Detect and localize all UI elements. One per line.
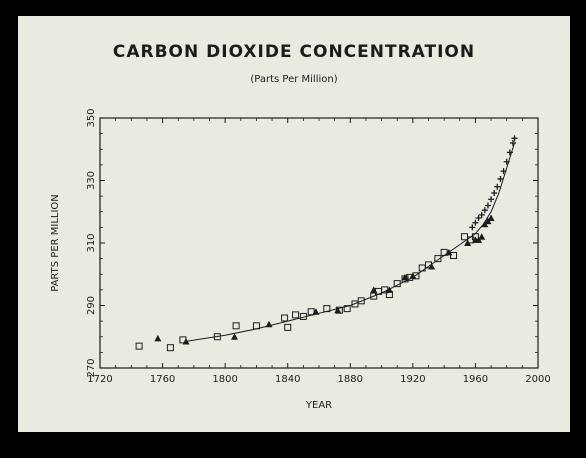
data-point-plus — [491, 190, 498, 196]
data-point-square — [434, 255, 442, 263]
data-point-square — [213, 333, 221, 341]
data-point-plus — [503, 158, 510, 165]
data-point-triangle — [487, 214, 495, 221]
chart-subtitle: (Parts Per Million) — [250, 74, 338, 85]
data-point-triangle — [231, 333, 239, 340]
data-point-square — [135, 342, 143, 350]
data-point-plus — [511, 135, 518, 142]
x-tick-label: 1800 — [212, 374, 237, 385]
trend-curve — [185, 142, 515, 342]
x-axis-ticks: 1720 1760 1800 1840 1880 1920 1960 2000 — [87, 118, 551, 385]
data-point-triangle — [265, 320, 273, 328]
data-point-triangle — [401, 273, 409, 281]
data-point-square — [284, 323, 292, 331]
data-point-triangle — [182, 337, 190, 345]
data-point-triangle — [428, 262, 436, 270]
y-tick-label: 330 — [86, 171, 97, 190]
data-point-square — [418, 264, 426, 272]
data-point-square — [166, 344, 174, 352]
data-point-plus — [478, 211, 485, 218]
data-point-plus — [481, 207, 488, 214]
chart-slide: CARBON DIOXIDE CONCENTRATION (Parts Per … — [18, 16, 570, 432]
data-point-plus — [500, 168, 507, 175]
data-point-square — [232, 322, 240, 330]
x-tick-label: 1920 — [400, 374, 425, 385]
data-point-plus — [472, 219, 479, 226]
data-point-square — [343, 305, 351, 313]
data-point-triangle — [409, 272, 417, 279]
data-point-square — [323, 305, 331, 313]
data-point-square — [370, 292, 378, 300]
x-tick-label: 1720 — [87, 374, 112, 385]
x-tick-label: 1840 — [275, 374, 300, 385]
data-point-square — [450, 252, 458, 259]
data-point-triangle — [385, 286, 393, 293]
y-axis-label: PARTS PER MILLION — [50, 194, 61, 292]
x-tick-label: 2000 — [525, 374, 550, 385]
data-point-triangle — [154, 334, 162, 342]
data-point-triangle — [334, 306, 342, 314]
data-point-triangle — [370, 286, 378, 293]
y-axis-ticks: 270 290 310 330 350 — [86, 108, 538, 378]
data-point-plus — [494, 183, 501, 190]
data-point-triangle — [312, 308, 320, 315]
data-point-square — [357, 297, 365, 305]
data-point-plus — [497, 175, 504, 182]
data-points — [135, 135, 518, 352]
x-tick-label: 1960 — [463, 374, 488, 385]
y-tick-label: 350 — [86, 108, 97, 127]
data-point-triangle — [445, 248, 453, 256]
chart-svg: 1720 1760 1800 1840 1880 1920 1960 2000 270 290 3… — [50, 108, 551, 411]
data-point-square — [281, 314, 289, 322]
y-tick-label: 290 — [86, 296, 97, 315]
chart-title: CARBON DIOXIDE CONCENTRATION — [112, 42, 476, 62]
data-point-square — [299, 312, 307, 320]
data-point-square — [460, 233, 468, 241]
y-tick-label: 270 — [86, 358, 97, 377]
y-tick-label: 310 — [86, 233, 97, 252]
x-axis-label: YEAR — [305, 400, 332, 411]
data-point-square — [292, 311, 300, 319]
data-point-triangle — [464, 239, 472, 246]
x-tick-label: 1760 — [150, 374, 175, 385]
x-tick-label: 1880 — [338, 374, 363, 385]
data-point-plus — [484, 202, 491, 209]
data-point-square — [393, 280, 401, 288]
data-point-plus — [488, 196, 495, 203]
data-point-square — [252, 322, 260, 330]
data-point-plus — [506, 149, 513, 156]
data-point-plus — [475, 215, 482, 221]
data-point-plus — [509, 140, 516, 146]
data-point-triangle — [478, 233, 486, 240]
data-point-plus — [469, 224, 476, 231]
